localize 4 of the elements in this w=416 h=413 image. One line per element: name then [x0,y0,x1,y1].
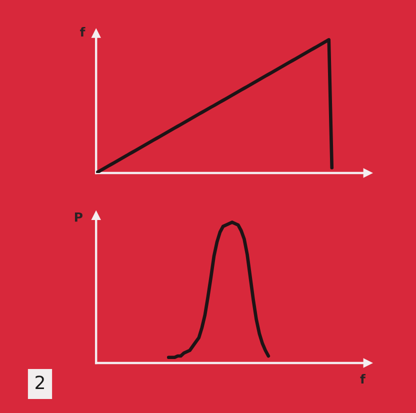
y-axis-title: P [74,212,82,222]
y-axis-title: f [80,26,86,36]
x-axis-title: f [360,374,366,384]
text: 2 [36,376,44,389]
